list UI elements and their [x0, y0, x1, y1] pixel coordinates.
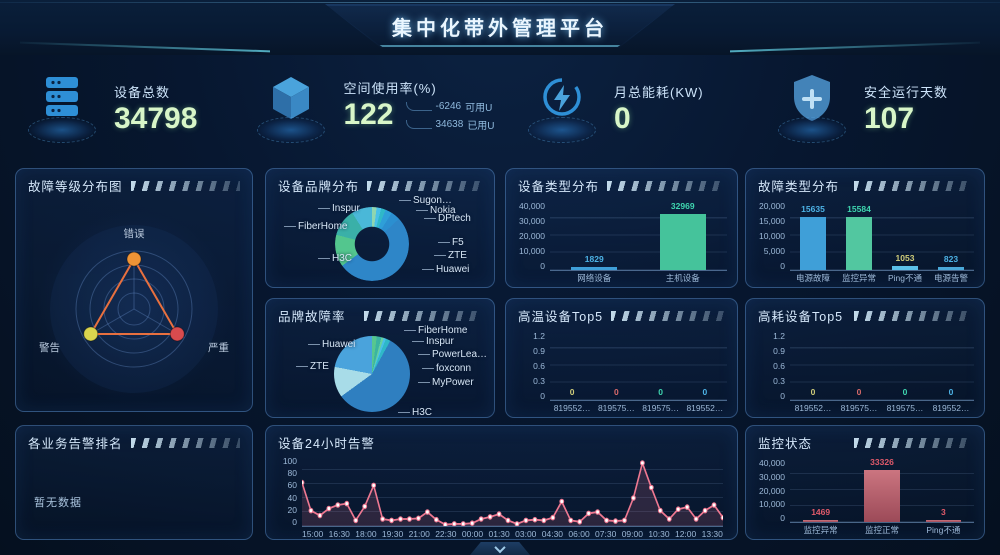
cube-icon [255, 69, 327, 147]
server-icon [26, 69, 98, 147]
svg-text:警告: 警告 [39, 341, 60, 354]
pie-slice-label: F5 [438, 237, 464, 248]
kpi-value: 34798 [114, 101, 198, 135]
header-banner [325, 4, 675, 48]
slash-decor [607, 180, 725, 191]
panel-alarm24: 设备24小时告警 100 80 60 40 20 0 15:00 16:30 18:00 19:3… [265, 425, 738, 540]
brand-fault-pie-chart: Huawei ZTE FiberHome Inspur PowerLea… foxconn… [266, 325, 494, 418]
slash-decor [611, 310, 725, 321]
slash-decor [130, 437, 240, 448]
pie-slice-label: DPtech [424, 213, 471, 224]
pie-slice-label: MyPower [418, 377, 474, 388]
fault-type-bar-chart: 20,000 15,000 10,000 5,000 0 15635 15584 1053 82… [746, 197, 984, 287]
kpi-label: 安全运行天数 [864, 84, 949, 100]
pie-slice-label: Inspur [318, 203, 360, 214]
page-title: 集中化带外管理平台 [392, 18, 608, 40]
slash-decor [854, 310, 972, 321]
brand-distribution-donut-chart: Inspur FiberHome H3C Sugon… Nokia DPtech F5 ZTE… [266, 195, 494, 287]
empty-data-text: 暂无数据 [34, 497, 82, 509]
panel-title: 高温设备Top5 [518, 310, 604, 324]
kpi-value: 122 [343, 98, 394, 131]
panel-title: 设备24小时告警 [278, 437, 375, 451]
panel-title: 高耗设备Top5 [758, 310, 844, 324]
slash-decor [854, 180, 972, 191]
icon-base [528, 117, 596, 143]
bracket-shape [405, 102, 432, 111]
pie-slice-label: H3C [318, 253, 352, 264]
panel-title: 监控状态 [758, 437, 813, 451]
slash-decor [364, 310, 482, 321]
kpi-value: 107 [864, 101, 915, 135]
kpi-device-total: 设备总数 34798 [0, 58, 250, 158]
icon-base [28, 117, 96, 143]
collapse-tab[interactable] [470, 542, 530, 555]
pie-slice-label: Nokia [416, 205, 456, 216]
header-banner-inner [327, 6, 673, 47]
slash-decor [367, 180, 482, 191]
panel-fault-level: 故障等级分布图 错误严重 警告 [15, 168, 253, 412]
panel-brand-dist: 设备品牌分布 Inspur FiberHome H3C Sugon… Nokia DPte… [265, 168, 495, 288]
fault-level-radar-chart: 错误严重 警告 [16, 197, 252, 409]
pie-slice-label: Inspur [412, 336, 454, 347]
icon-base [257, 117, 326, 143]
pie-slice-label: FiberHome [284, 221, 347, 232]
kpi-value: 0 [614, 101, 631, 135]
available-u-unit: 可用U [465, 103, 493, 114]
panel-power-top5: 高耗设备Top5 1.2 0.9 0.6 0.3 0 0 0 0 0 819552… 819575…… [745, 298, 985, 418]
hot-devices-bar-chart: 1.2 0.9 0.6 0.3 0 0 0 0 0 819552… 819575… 819575… 81… [506, 327, 737, 417]
device-type-bar-chart: 40,000 30,000 20,000 10,000 0 1829 32969 网络设备 主机… [506, 197, 737, 287]
header-top-line [0, 2, 1000, 3]
panel-title: 各业务告警排名 [28, 437, 123, 451]
pie-slice-label: Huawei [308, 339, 355, 350]
panel-brand-fault: 品牌故障率 Huawei ZTE FiberHome Inspur PowerLea… f… [265, 298, 495, 418]
header-wing-right [730, 41, 980, 53]
panel-hot-top5: 高温设备Top5 1.2 0.9 0.6 0.3 0 0 0 0 0 819552… 819575…… [505, 298, 738, 418]
pie-slice-label: FiberHome [404, 325, 467, 336]
panel-title: 故障类型分布 [758, 180, 840, 194]
pie-slice-label: foxconn [422, 363, 471, 374]
kpi-row: 设备总数 34798 空间使用率(%) 122 -6246 可用U [0, 58, 1000, 158]
panel-title: 设备类型分布 [518, 180, 600, 194]
bolt-icon [526, 69, 598, 147]
shield-icon [776, 69, 848, 147]
kpi-energy: 月总能耗(KW) 0 [500, 58, 750, 158]
kpi-label: 设备总数 [114, 84, 171, 100]
svg-text:严重: 严重 [208, 341, 229, 354]
pie-slice-label: H3C [398, 407, 432, 418]
kpi-label: 空间使用率(%) [343, 81, 437, 96]
slash-decor [130, 180, 240, 191]
panel-monitor: 监控状态 40,000 30,000 20,000 10,000 0 1469 33326 3… [745, 425, 985, 540]
panel-fault-type: 故障类型分布 20,000 15,000 10,000 5,000 0 15635 1558… [745, 168, 985, 288]
monitor-status-bar-chart: 40,000 30,000 20,000 10,000 0 1469 33326 3 监控异常监… [746, 454, 984, 539]
header-wing-left [20, 41, 270, 53]
panel-device-type: 设备类型分布 40,000 30,000 20,000 10,000 0 1829 3296… [505, 168, 738, 288]
kpi-sub-stats: -6246 可用U 34638 已用U [405, 99, 495, 138]
chevron-down-icon [494, 542, 506, 553]
pie-slice-label: ZTE [434, 250, 467, 261]
used-u-unit: 已用U [467, 121, 495, 132]
pie-slice-label: Sugon… [399, 195, 452, 206]
panel-biz-rank: 各业务告警排名 暂无数据 [15, 425, 253, 540]
power-devices-bar-chart: 1.2 0.9 0.6 0.3 0 0 0 0 0 819552… 819575… 819575… 81… [746, 327, 984, 417]
used-u-value: 34638 [435, 119, 464, 130]
pie-slice-label: PowerLea… [418, 349, 487, 360]
kpi-space-usage: 空间使用率(%) 122 -6246 可用U 34638 已用U [250, 58, 500, 158]
svg-text:错误: 错误 [124, 227, 145, 240]
panel-title: 品牌故障率 [278, 310, 346, 324]
pie-slice-label: ZTE [296, 361, 329, 372]
panel-title: 故障等级分布图 [28, 180, 123, 194]
alarm-24h-line-chart: 100 80 60 40 20 0 15:00 16:30 18:00 19:30 21:00 22:… [266, 454, 737, 542]
panel-title: 设备品牌分布 [278, 180, 360, 194]
slash-decor [854, 437, 972, 448]
available-u-value: -6246 [435, 101, 462, 112]
pie-slice-label: Huawei [422, 264, 469, 275]
header: 集中化带外管理平台 [0, 0, 1000, 55]
kpi-label: 月总能耗(KW) [614, 84, 704, 100]
icon-base [778, 117, 846, 143]
kpi-safe-days: 安全运行天数 107 [750, 58, 1000, 158]
bracket-shape [405, 120, 432, 129]
